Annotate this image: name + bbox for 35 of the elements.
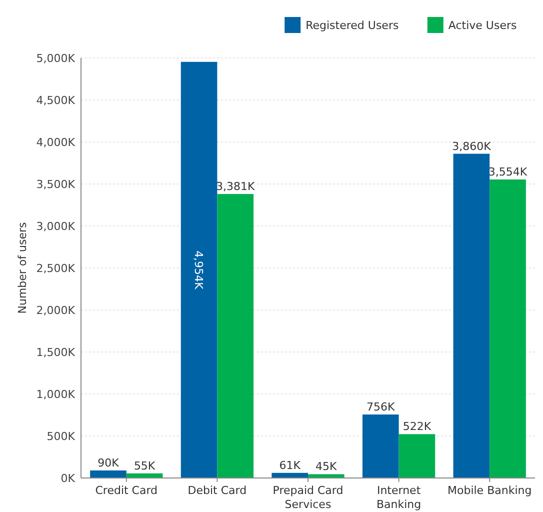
bar	[217, 194, 254, 478]
x-tick-label: Mobile Banking	[447, 484, 532, 497]
y-tick-label: 2,000K	[36, 304, 76, 317]
bar	[490, 179, 526, 478]
bar	[453, 154, 490, 478]
bar	[308, 474, 344, 478]
legend-label: Active Users	[448, 18, 517, 32]
y-tick-label: 1,000K	[36, 388, 76, 401]
y-tick-label: 4,500K	[36, 94, 76, 107]
y-tick-label: 1,500K	[36, 346, 76, 359]
y-axis-title: Number of users	[16, 222, 29, 314]
data-label: 4,954K	[192, 250, 206, 290]
y-tick-label: 2,500K	[36, 262, 76, 275]
y-tick-label: 0K	[60, 472, 76, 485]
data-label: 3,860K	[452, 140, 492, 153]
data-label: 756K	[366, 400, 396, 414]
bar	[180, 62, 218, 478]
bar	[398, 434, 436, 478]
x-tick-label: Credit Card	[95, 484, 158, 497]
y-tick-label: 500K	[46, 430, 76, 443]
x-tick-label: Prepaid Card Services	[272, 484, 344, 511]
bar	[90, 470, 126, 478]
data-label: 45K	[316, 460, 338, 474]
bar	[362, 414, 399, 478]
data-label: 61K	[279, 458, 302, 472]
y-tick-label: 3,000K	[36, 220, 76, 233]
data-label: 522K	[402, 420, 432, 434]
y-tick-label: 5,000K	[36, 52, 76, 65]
x-tick-label: Internet Banking	[376, 484, 422, 511]
y-tick-label: 4,000K	[36, 136, 76, 149]
data-label: 55K	[134, 459, 156, 472]
x-tick-label: Debit Card	[188, 484, 247, 497]
y-tick-label: 3,500K	[36, 178, 76, 191]
legend-label: Registered Users	[306, 18, 399, 32]
data-label: 90K	[98, 456, 120, 470]
